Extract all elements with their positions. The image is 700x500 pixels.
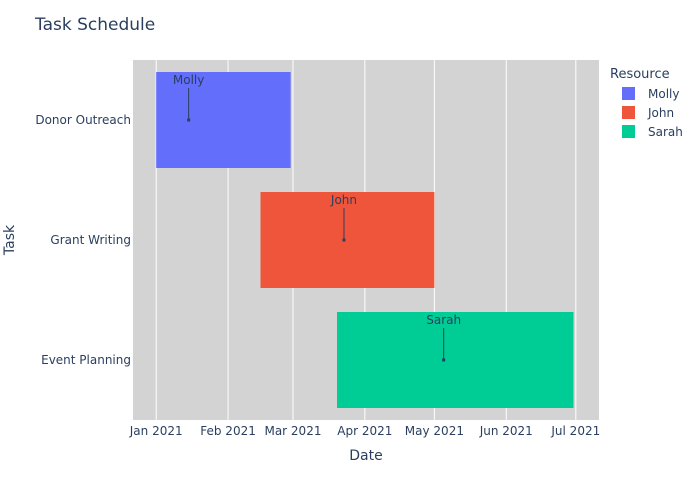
annotation-label: John xyxy=(330,193,357,207)
annotation-label: Sarah xyxy=(426,313,461,327)
legend-swatch xyxy=(622,87,635,100)
annotations: Molly John Sarah xyxy=(173,73,461,362)
task-bar xyxy=(337,312,574,408)
y-tick-label: Event Planning xyxy=(41,353,131,367)
annotation-arrowhead xyxy=(342,238,346,242)
task-bars xyxy=(156,72,574,408)
legend-label: John xyxy=(647,106,674,120)
x-axis-title: Date xyxy=(349,448,382,464)
legend-items: Molly John Sarah xyxy=(622,87,683,139)
x-tick-label: Apr 2021 xyxy=(337,424,392,438)
x-tick-label: May 2021 xyxy=(405,424,464,438)
task-bar xyxy=(260,192,435,288)
y-axis-title: Task xyxy=(2,224,18,256)
y-tick-label: Donor Outreach xyxy=(35,113,131,127)
y-tick-label: Grant Writing xyxy=(50,233,131,247)
legend: Resource Molly John Sarah xyxy=(610,67,683,139)
legend-label: Sarah xyxy=(648,125,683,139)
chart-title: Task Schedule xyxy=(34,15,155,35)
x-axis-ticks: Jan 2021 Feb 2021 Mar 2021 Apr 2021 May 2021… xyxy=(129,424,600,438)
y-axis-ticks: Donor Outreach Grant Writing Event Plannin… xyxy=(35,113,131,367)
task-bar xyxy=(156,72,291,168)
x-tick-label: Jun 2021 xyxy=(479,424,533,438)
legend-title: Resource xyxy=(610,67,670,82)
x-tick-label: Feb 2021 xyxy=(200,424,256,438)
legend-label: Molly xyxy=(648,87,679,101)
x-tick-label: Mar 2021 xyxy=(264,424,321,438)
legend-swatch xyxy=(622,106,635,119)
x-tick-label: Jul 2021 xyxy=(550,424,600,438)
x-tick-label: Jan 2021 xyxy=(129,424,183,438)
annotation-arrowhead xyxy=(442,358,446,362)
annotation-label: Molly xyxy=(173,73,204,87)
annotation-arrowhead xyxy=(187,118,191,122)
legend-swatch xyxy=(622,125,635,138)
